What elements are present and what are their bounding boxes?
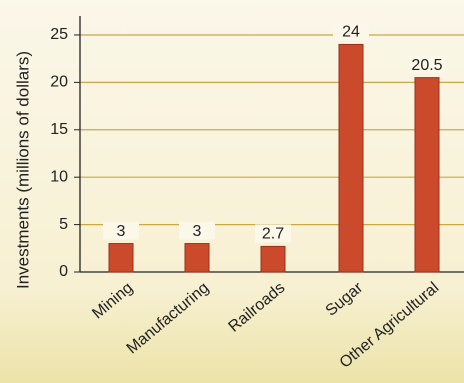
bar (260, 245, 286, 273)
value-label-bg (103, 221, 139, 240)
y-tick-label: 10 (50, 168, 68, 185)
bar (338, 43, 364, 273)
y-tick-label: 0 (59, 263, 68, 280)
y-tick-label: 20 (50, 74, 68, 91)
bar (414, 77, 440, 273)
value-label-bg (409, 55, 445, 74)
y-tick-label: 15 (50, 121, 68, 138)
y-axis-label: Investments (millions of dollars) (13, 51, 32, 289)
value-label-bg (333, 22, 369, 41)
bar (108, 243, 134, 273)
value-label: 20.5 (411, 57, 442, 74)
value-label-bg (255, 224, 291, 243)
value-label: 24 (342, 24, 360, 41)
y-tick-label: 5 (59, 216, 68, 233)
value-label: 3 (117, 223, 126, 240)
bar (184, 243, 210, 273)
y-tick-label: 25 (50, 26, 68, 43)
value-label: 3 (193, 223, 202, 240)
value-label-bg (179, 221, 215, 240)
value-label: 2.7 (262, 226, 284, 243)
